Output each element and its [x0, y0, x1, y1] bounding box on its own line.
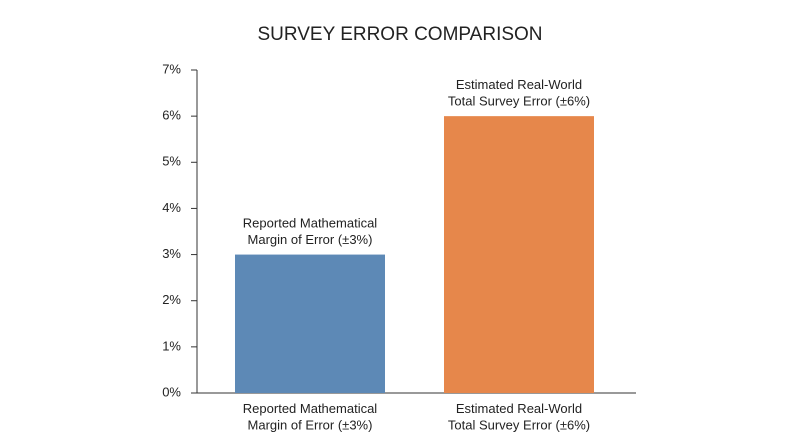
- y-tick-label: 7%: [162, 61, 181, 76]
- y-tick-label: 5%: [162, 154, 181, 169]
- chart-title: SURVEY ERROR COMPARISON: [257, 24, 542, 45]
- y-tick-label: 1%: [162, 338, 181, 353]
- y-tick-label: 0%: [162, 384, 181, 399]
- x-tick-label: Estimated Real-World Total Survey Error (…: [448, 401, 590, 433]
- y-tick-label: 6%: [162, 108, 181, 123]
- y-tick-label: 4%: [162, 200, 181, 215]
- value-label: Estimated Real-World Total Survey Error (…: [448, 77, 590, 109]
- y-tick-label: 3%: [162, 246, 181, 261]
- y-tick-label: 2%: [162, 292, 181, 307]
- bar: [235, 254, 385, 393]
- value-label: Reported Mathematical Margin of Error (±3…: [243, 216, 378, 248]
- x-tick-label: Reported Mathematical Margin of Error (±3…: [243, 401, 378, 433]
- bar: [444, 116, 594, 394]
